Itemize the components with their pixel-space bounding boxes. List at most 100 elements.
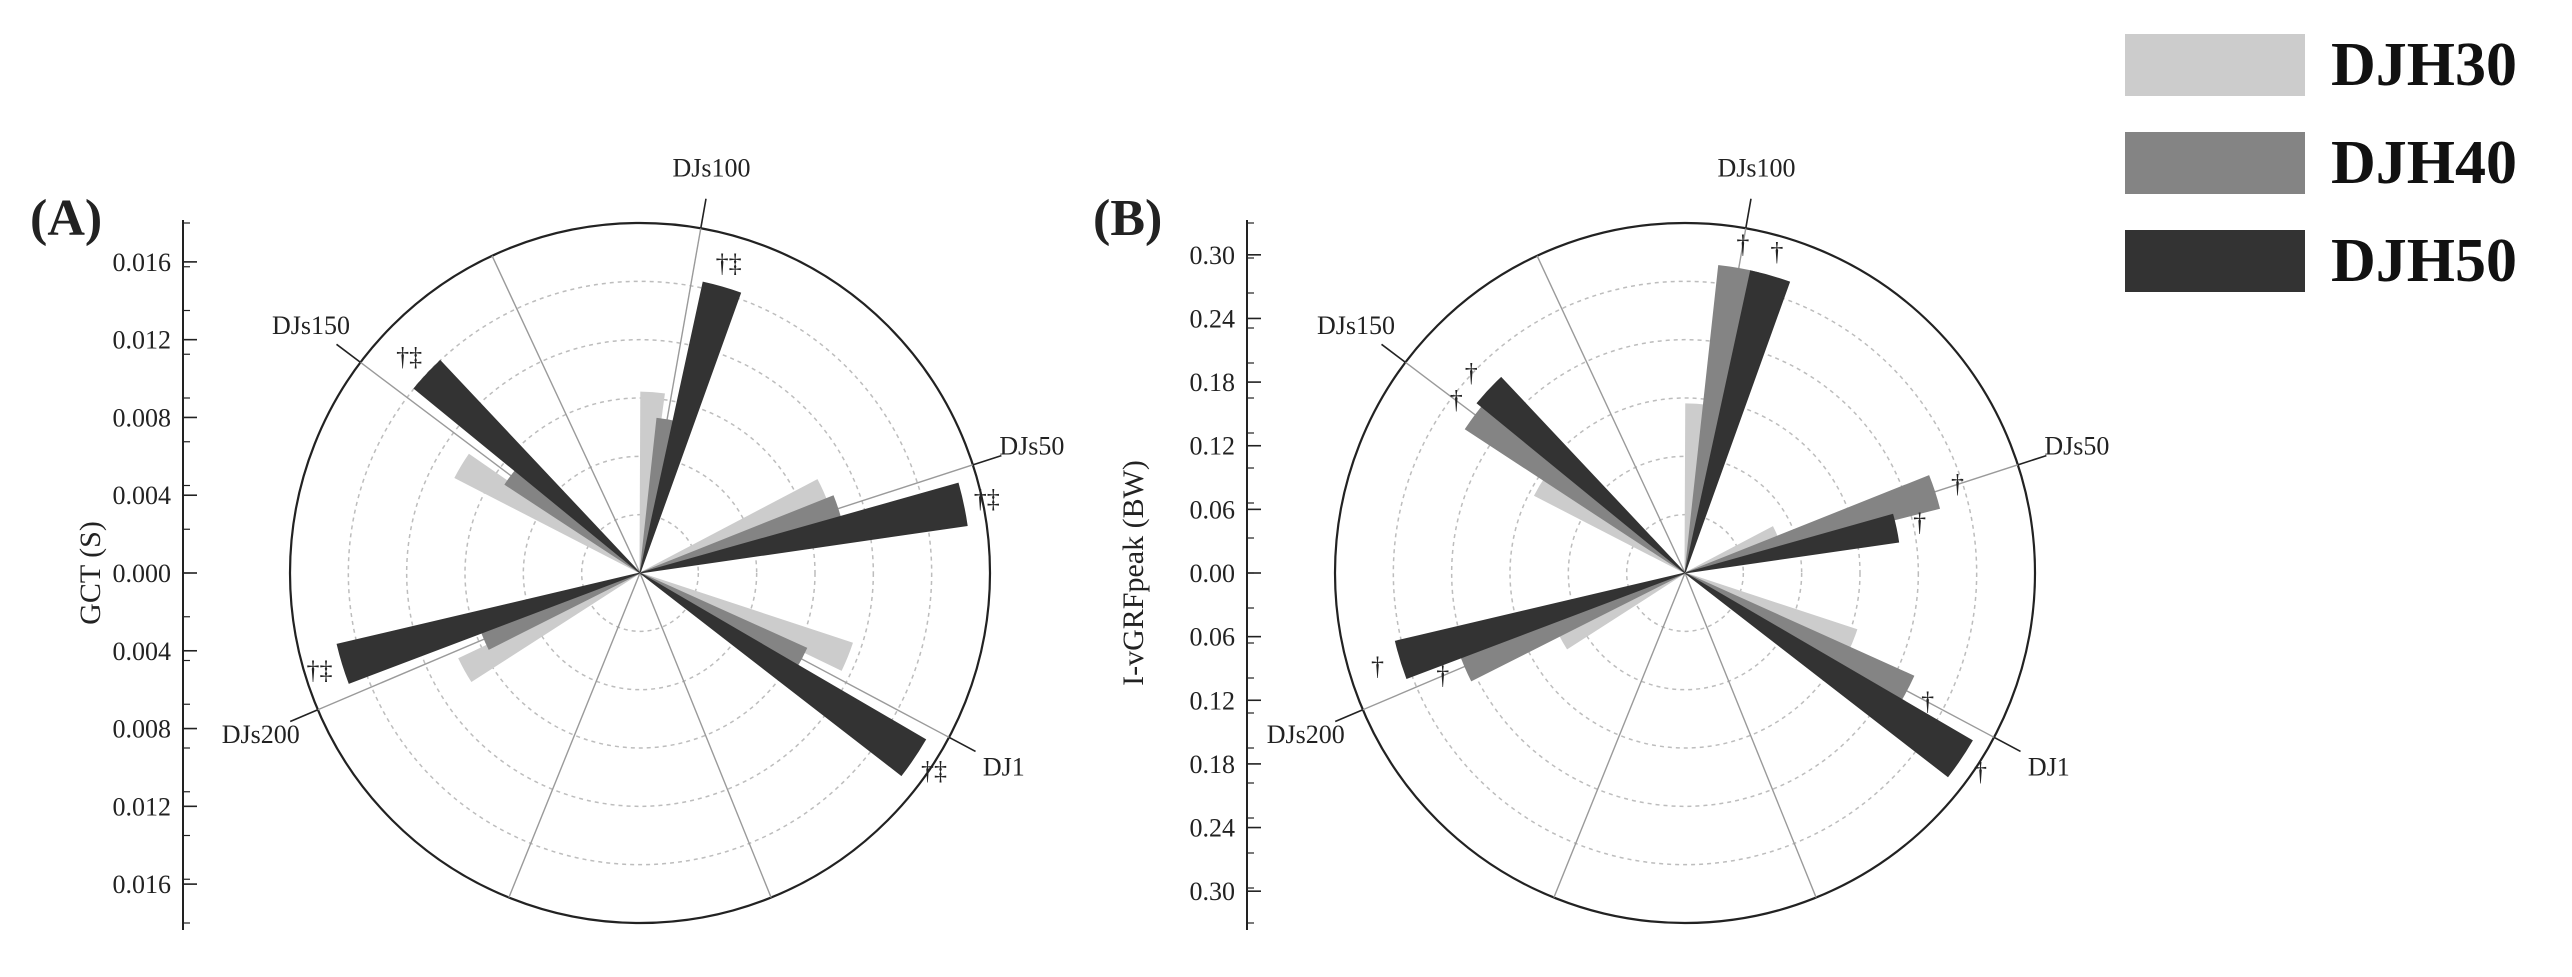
y-tick-label: 0.004 — [113, 637, 172, 666]
category-tick — [699, 198, 707, 229]
category-tick — [1993, 736, 2021, 753]
bar-djh50-djs200 — [336, 572, 641, 684]
bar-djh40-djs50 — [1684, 475, 1941, 574]
bar-djh50-djs50 — [1684, 513, 1900, 574]
significance-mark: † — [1436, 661, 1449, 690]
legend-swatch-djh30 — [2125, 34, 2305, 96]
significance-mark: † — [1736, 230, 1749, 259]
grid-ring — [347, 280, 933, 866]
significance-mark: †‡ — [307, 656, 333, 685]
legend-item-djh30: DJH30 — [2125, 30, 2517, 100]
category-label-djs50: DJs50 — [2044, 432, 2109, 461]
panel-label: (B) — [1093, 190, 1162, 247]
significance-mark: † — [1974, 757, 1987, 786]
spoke-line — [639, 572, 772, 898]
significance-mark: † — [1770, 238, 1783, 267]
significance-mark: †‡ — [974, 484, 1000, 513]
category-label-djs150: DJs150 — [272, 311, 350, 340]
bar-djh40-djs150 — [504, 466, 641, 574]
category-tick — [948, 736, 976, 753]
y-tick-label: 0.30 — [1190, 877, 1236, 906]
legend-label-djh50: DJH50 — [2331, 226, 2517, 295]
panel-label: (A) — [30, 190, 102, 247]
y-tick-label: 0.24 — [1190, 304, 1236, 333]
legend-item-djh50: DJH50 — [2125, 226, 2517, 296]
y-tick-label: 0.24 — [1190, 814, 1236, 843]
category-tick — [289, 709, 319, 723]
y-tick-label: 0.18 — [1190, 750, 1236, 779]
bar-djh50-djs200 — [1394, 572, 1686, 680]
significance-mark: †‡ — [716, 249, 742, 278]
panel-a: (A) DJs100 DJs50 DJ1 DJs200 DJs150 †‡ †‡ †‡ †‡ †‡ 0… — [30, 153, 1064, 930]
bar-djh50-dj1 — [1684, 572, 1973, 778]
y-axis-label: I-vGRFpeak (BW) — [1117, 460, 1150, 686]
category-tick — [1744, 198, 1752, 229]
bar-djh50-dj1 — [639, 572, 927, 777]
category-label-djs200: DJs200 — [222, 720, 300, 749]
bar-djh50-djs50 — [639, 482, 968, 574]
y-tick-label: 0.06 — [1190, 623, 1236, 652]
grid-ring — [1509, 397, 1861, 749]
y-tick-label: 0.012 — [113, 792, 172, 821]
outer-ring — [1333, 221, 2037, 925]
significance-mark: † — [1450, 386, 1463, 415]
category-tick — [2017, 454, 2047, 466]
significance-mark: † — [1465, 359, 1478, 388]
bar-djh50-djs100 — [1684, 270, 1791, 574]
spoke-line — [508, 572, 641, 898]
category-tick — [336, 343, 361, 364]
legend: DJH30 DJH40 DJH50 — [2125, 30, 2517, 324]
y-tick-label: 0.30 — [1190, 241, 1236, 270]
category-tick — [972, 454, 1002, 466]
y-tick-label: 0.000 — [113, 559, 172, 588]
y-tick-label: 0.008 — [113, 403, 172, 432]
category-label-djs100: DJs100 — [673, 153, 751, 182]
y-axis-label: GCT (S) — [74, 521, 107, 625]
legend-swatch-djh40 — [2125, 132, 2305, 194]
y-tick-label: 0.012 — [113, 326, 172, 355]
bar-djh50-djs150 — [413, 359, 641, 574]
bar-djh30-djs150 — [454, 453, 641, 574]
category-label-djs150: DJs150 — [1317, 311, 1395, 340]
significance-mark: †‡ — [396, 343, 422, 372]
spoke-line — [1553, 572, 1686, 898]
bar-djh40-djs150 — [1464, 400, 1686, 574]
spoke-line — [1684, 572, 1817, 898]
significance-mark: †‡ — [921, 756, 947, 785]
y-tick-label: 0.016 — [113, 248, 172, 277]
significance-mark: † — [1913, 508, 1926, 537]
category-label-djs50: DJs50 — [999, 432, 1064, 461]
significance-mark: † — [1921, 687, 1934, 716]
grid-ring — [405, 338, 875, 808]
legend-item-djh40: DJH40 — [2125, 128, 2517, 198]
grid-ring — [1450, 338, 1920, 808]
y-tick-label: 0.12 — [1190, 686, 1236, 715]
y-tick-label: 0.00 — [1190, 559, 1236, 588]
bar-djh50-djs150 — [1476, 376, 1686, 574]
grid-ring — [464, 397, 816, 749]
category-tick — [1334, 709, 1364, 723]
category-label-dj1: DJ1 — [983, 752, 1025, 781]
category-label-dj1: DJ1 — [2028, 752, 2070, 781]
category-label-djs200: DJs200 — [1267, 720, 1345, 749]
y-tick-label: 0.016 — [113, 870, 172, 899]
grid-ring — [1567, 455, 1803, 691]
significance-mark: † — [1371, 652, 1384, 681]
outer-ring — [288, 221, 992, 925]
grid-ring — [522, 455, 758, 691]
legend-swatch-djh50 — [2125, 230, 2305, 292]
legend-label-djh30: DJH30 — [2331, 30, 2517, 99]
grid-ring — [1392, 280, 1978, 866]
y-tick-label: 0.12 — [1190, 432, 1236, 461]
significance-mark: † — [1951, 469, 1964, 498]
y-tick-label: 0.004 — [113, 481, 172, 510]
y-tick-label: 0.18 — [1190, 368, 1236, 397]
spoke-line — [1536, 255, 1686, 574]
legend-label-djh40: DJH40 — [2331, 128, 2517, 197]
y-tick-label: 0.008 — [113, 715, 172, 744]
spoke-line — [491, 255, 641, 574]
y-tick-label: 0.06 — [1190, 495, 1236, 524]
bar-djh30-djs200 — [458, 572, 641, 683]
